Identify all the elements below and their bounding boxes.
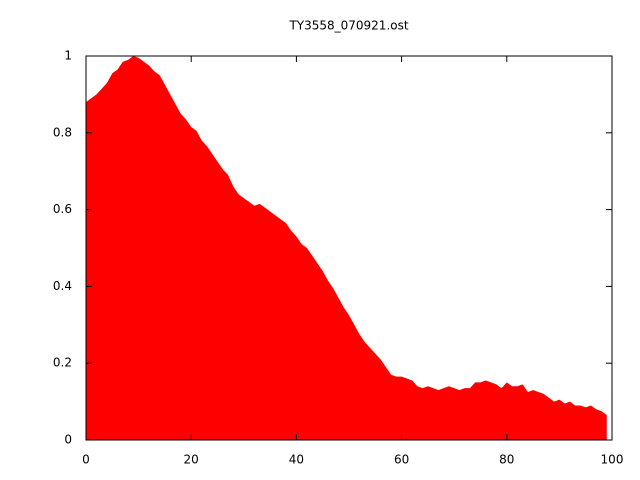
x-tick-label: 100	[601, 453, 624, 467]
y-tick-label: 0.4	[53, 279, 72, 293]
x-tick-label: 20	[184, 453, 199, 467]
y-tick-label: 0.2	[53, 356, 72, 370]
x-tick-label: 60	[394, 453, 409, 467]
y-tick-label: 1	[64, 49, 72, 63]
x-tick-label: 40	[289, 453, 304, 467]
area	[86, 56, 607, 440]
plot-frame	[85, 55, 613, 441]
chart-title: TY3558_070921.ost	[288, 19, 408, 33]
x-tick-label: 0	[82, 453, 90, 467]
y-tick-label: 0.6	[53, 202, 72, 216]
y-tick-label: 0	[64, 433, 72, 447]
x-tick-label: 80	[499, 453, 514, 467]
y-tick-label: 0.8	[53, 125, 72, 139]
